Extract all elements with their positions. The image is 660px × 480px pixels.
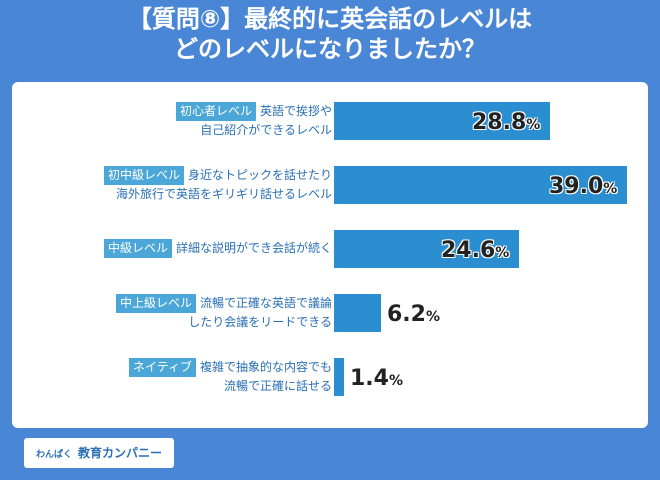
value-label: 1.4% [350,366,404,391]
value-label: 28.8% [472,110,541,135]
level-tag: 中上級レベル [115,294,196,313]
level-description: したり会議をリードできる [188,315,332,329]
category-label: 中上級レベル 流暢で正確な英語で議論 したり会議をリードできる [115,294,332,332]
value-label: 39.0% [549,174,618,199]
category-label: 中級レベル 詳細な説明ができ会話が続く [103,239,332,258]
category-label: ネイティブ 複雑で抽象的な内容でも 流暢で正確に話せる [128,358,332,396]
level-tag: 初心者レベル [175,102,256,121]
logo-main-text: 教育カンパニー [78,446,163,460]
level-description: 身近なトピックを話せたり [187,168,332,182]
level-tag: ネイティブ [128,358,196,377]
bar [334,230,519,268]
level-description: 流暢で正確な英語で議論 [199,296,332,310]
value-label: 24.6% [441,238,510,263]
chart-title: 【質問⑧】最終的に英会話のレベルは どのレベルになりましたか？ [0,4,660,64]
title-line-1: 【質問⑧】最終的に英会話のレベルは [127,5,533,33]
chart-panel: 初心者レベル 英語で挨拶や 自己紹介ができるレベル 28.8% 初中級レベル 身近な… [12,82,648,428]
logo-small-text: わんぱく [35,450,72,460]
level-description: 流暢で正確に話せる [223,379,332,393]
category-label: 初中級レベル 身近なトピックを話せたり 海外旅行で英語をギリギリ話せるレベル [103,166,332,204]
level-description: 英語で挨拶や [259,104,332,118]
company-logo: わんぱく 教育カンパニー [24,438,174,468]
level-tag: 初中級レベル [103,166,184,185]
bar [334,358,344,396]
bar [334,102,550,140]
value-label: 6.2% [387,302,441,327]
bar [334,294,381,332]
level-tag: 中級レベル [103,239,172,258]
level-description: 詳細な説明ができ会話が続く [175,241,332,255]
bar [334,166,627,204]
title-line-2: どのレベルになりましたか？ [174,35,486,63]
level-description: 複雑で抽象的な内容でも [199,360,332,374]
category-label: 初心者レベル 英語で挨拶や 自己紹介ができるレベル [175,102,332,140]
level-description: 海外旅行で英語をギリギリ話せるレベル [115,187,332,201]
level-description: 自己紹介ができるレベル [200,123,332,137]
